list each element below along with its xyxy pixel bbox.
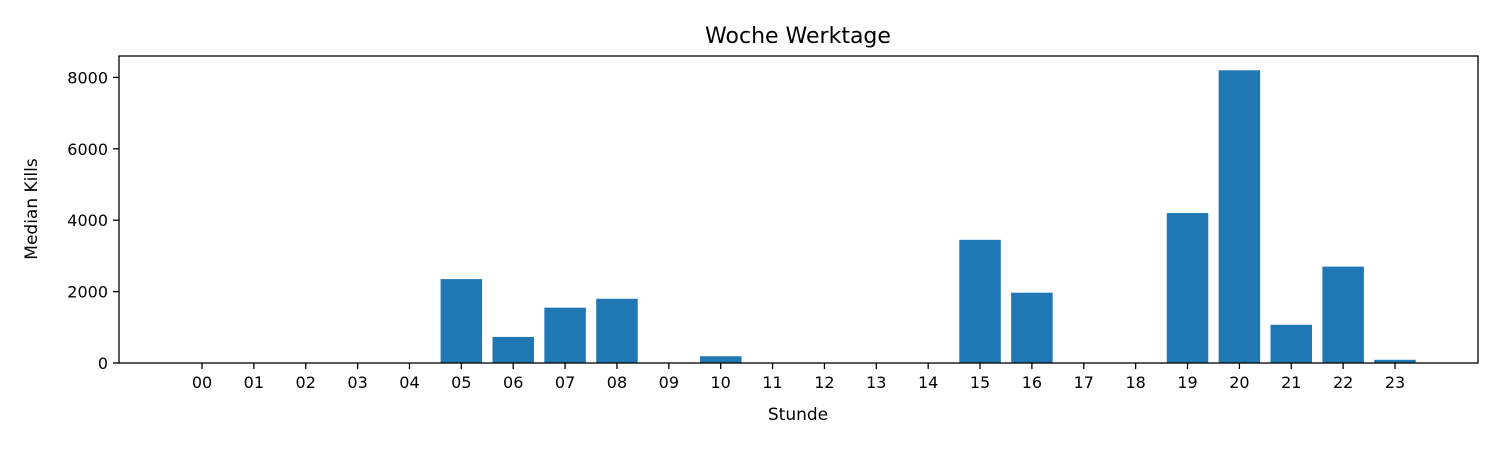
bar-20 — [1218, 70, 1261, 363]
bar-23 — [1374, 359, 1416, 363]
x-tick-label-04: 04 — [399, 373, 419, 392]
y-tick-label-0: 0 — [98, 354, 108, 373]
x-tick-label-08: 08 — [607, 373, 627, 392]
x-tick-label-18: 18 — [1125, 373, 1145, 392]
x-tick-label-01: 01 — [244, 373, 264, 392]
bar-05 — [440, 279, 483, 363]
x-tick-label-03: 03 — [347, 373, 367, 392]
chart-title: Woche Werktage — [705, 24, 891, 49]
bar-19 — [1166, 213, 1209, 363]
bar-15 — [959, 239, 1001, 363]
bars-group — [440, 70, 1416, 363]
x-tick-label-00: 00 — [192, 373, 212, 392]
x-axis-label: Stunde — [768, 405, 828, 425]
x-tick-label-15: 15 — [970, 373, 990, 392]
x-tick-label-19: 19 — [1177, 373, 1197, 392]
x-tick-label-07: 07 — [555, 373, 575, 392]
bar-21 — [1270, 324, 1313, 363]
y-tick-label-8000: 8000 — [67, 68, 108, 87]
bar-06 — [492, 336, 534, 363]
y-axis-label: Median Kills — [22, 158, 42, 260]
x-tick-label-10: 10 — [711, 373, 731, 392]
plot-frame — [118, 55, 1479, 364]
y-tick-label-2000: 2000 — [67, 283, 108, 302]
x-tick-label-13: 13 — [866, 373, 886, 392]
x-tick-label-06: 06 — [503, 373, 523, 392]
bar-07 — [544, 307, 586, 363]
x-tick-label-09: 09 — [659, 373, 679, 392]
x-tick-label-14: 14 — [918, 373, 938, 392]
y-axis: 0 2000 4000 6000 8000 — [67, 68, 119, 373]
x-tick-label-22: 22 — [1333, 373, 1353, 392]
x-tick-label-21: 21 — [1281, 373, 1301, 392]
x-tick-label-05: 05 — [451, 373, 471, 392]
bar-10 — [699, 356, 742, 363]
y-tick-label-6000: 6000 — [67, 140, 108, 159]
bar-22 — [1322, 266, 1364, 363]
bar-08 — [596, 298, 638, 363]
y-tick-label-4000: 4000 — [67, 211, 108, 230]
x-tick-label-02: 02 — [296, 373, 316, 392]
x-tick-label-20: 20 — [1229, 373, 1249, 392]
x-axis: 00 01 02 03 04 05 06 07 08 09 10 11 12 13 14 15 16 17 18 19… — [192, 363, 1405, 392]
x-tick-label-16: 16 — [1022, 373, 1042, 392]
x-tick-label-17: 17 — [1074, 373, 1094, 392]
x-tick-label-11: 11 — [762, 373, 782, 392]
x-tick-label-12: 12 — [814, 373, 834, 392]
bar-16 — [1011, 292, 1053, 363]
x-tick-label-23: 23 — [1385, 373, 1405, 392]
